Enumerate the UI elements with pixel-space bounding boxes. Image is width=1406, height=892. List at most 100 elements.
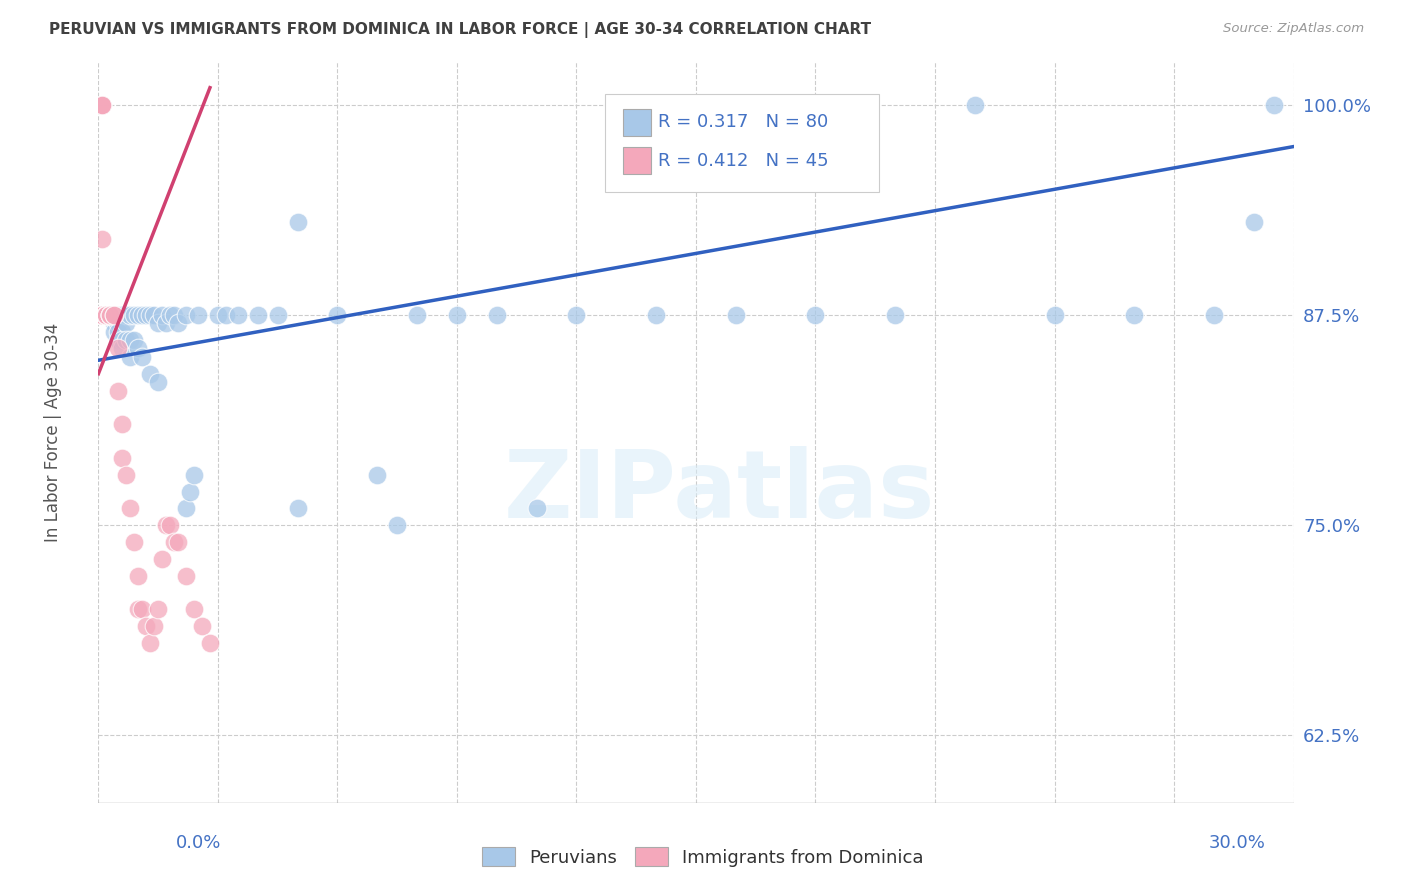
- Point: [96, 308, 118, 322]
- Point: [111, 325, 134, 339]
- Point: [96, 308, 118, 322]
- Point: [246, 308, 269, 322]
- Point: [406, 308, 429, 322]
- Point: [98, 308, 122, 322]
- Point: [446, 308, 468, 322]
- Point: [91, 97, 114, 112]
- Point: [139, 636, 162, 650]
- Point: [1243, 215, 1265, 229]
- Point: [1123, 308, 1146, 322]
- Point: [131, 350, 153, 364]
- Point: [143, 619, 166, 633]
- Point: [111, 450, 134, 465]
- Point: [103, 316, 125, 330]
- Point: [127, 308, 149, 322]
- Point: [163, 535, 186, 549]
- Point: [179, 484, 201, 499]
- Point: [385, 518, 409, 533]
- Point: [98, 308, 122, 322]
- Point: [103, 325, 125, 339]
- Point: [1202, 308, 1225, 322]
- Point: [127, 568, 149, 582]
- Text: 0.0%: 0.0%: [176, 834, 221, 852]
- Point: [366, 467, 388, 482]
- Point: [167, 316, 190, 330]
- Point: [148, 602, 170, 616]
- Point: [159, 518, 181, 533]
- Point: [111, 333, 134, 347]
- Point: [107, 325, 129, 339]
- Point: [267, 308, 290, 322]
- Point: [107, 342, 129, 356]
- Point: [724, 308, 747, 322]
- Text: R = 0.412   N = 45: R = 0.412 N = 45: [658, 152, 828, 169]
- Point: [159, 308, 181, 322]
- Text: 30.0%: 30.0%: [1209, 834, 1265, 852]
- Point: [139, 367, 162, 381]
- Point: [96, 308, 118, 322]
- Point: [96, 308, 118, 322]
- Point: [174, 308, 197, 322]
- Point: [107, 308, 129, 322]
- Point: [207, 308, 229, 322]
- Point: [115, 467, 138, 482]
- Point: [135, 619, 157, 633]
- Point: [107, 333, 129, 347]
- Point: [91, 97, 114, 112]
- Point: [155, 518, 177, 533]
- Point: [91, 308, 114, 322]
- Point: [127, 342, 149, 356]
- Point: [287, 501, 309, 516]
- Point: [91, 308, 114, 322]
- Point: [155, 316, 177, 330]
- Point: [187, 308, 209, 322]
- Point: [198, 636, 221, 650]
- Point: [91, 308, 114, 322]
- Point: [107, 316, 129, 330]
- Point: [103, 308, 125, 322]
- Point: [98, 308, 122, 322]
- Point: [103, 308, 125, 322]
- Point: [96, 308, 118, 322]
- Point: [91, 308, 114, 322]
- Point: [127, 602, 149, 616]
- Point: [804, 308, 827, 322]
- Point: [174, 568, 197, 582]
- Point: [96, 308, 118, 322]
- Point: [96, 308, 118, 322]
- Point: [191, 619, 214, 633]
- Point: [215, 308, 238, 322]
- Point: [111, 308, 134, 322]
- Point: [148, 316, 170, 330]
- Point: [103, 308, 125, 322]
- Point: [1043, 308, 1066, 322]
- Point: [111, 342, 134, 356]
- Point: [91, 308, 114, 322]
- Point: [96, 308, 118, 322]
- Point: [120, 308, 142, 322]
- Point: [107, 384, 129, 398]
- Point: [98, 308, 122, 322]
- Point: [96, 308, 118, 322]
- Point: [124, 308, 146, 322]
- Point: [103, 308, 125, 322]
- Point: [98, 308, 122, 322]
- Point: [174, 501, 197, 516]
- Point: [91, 308, 114, 322]
- Point: [124, 535, 146, 549]
- Point: [226, 308, 249, 322]
- Point: [91, 308, 114, 322]
- Point: [1263, 97, 1285, 112]
- Point: [115, 316, 138, 330]
- Point: [163, 308, 186, 322]
- Point: [183, 467, 205, 482]
- Point: [115, 333, 138, 347]
- Point: [91, 97, 114, 112]
- Point: [111, 417, 134, 432]
- Point: [143, 308, 166, 322]
- Point: [485, 308, 508, 322]
- Point: [131, 308, 153, 322]
- Point: [526, 501, 548, 516]
- Legend: Peruvians, Immigrants from Dominica: Peruvians, Immigrants from Dominica: [475, 840, 931, 874]
- Point: [150, 551, 173, 566]
